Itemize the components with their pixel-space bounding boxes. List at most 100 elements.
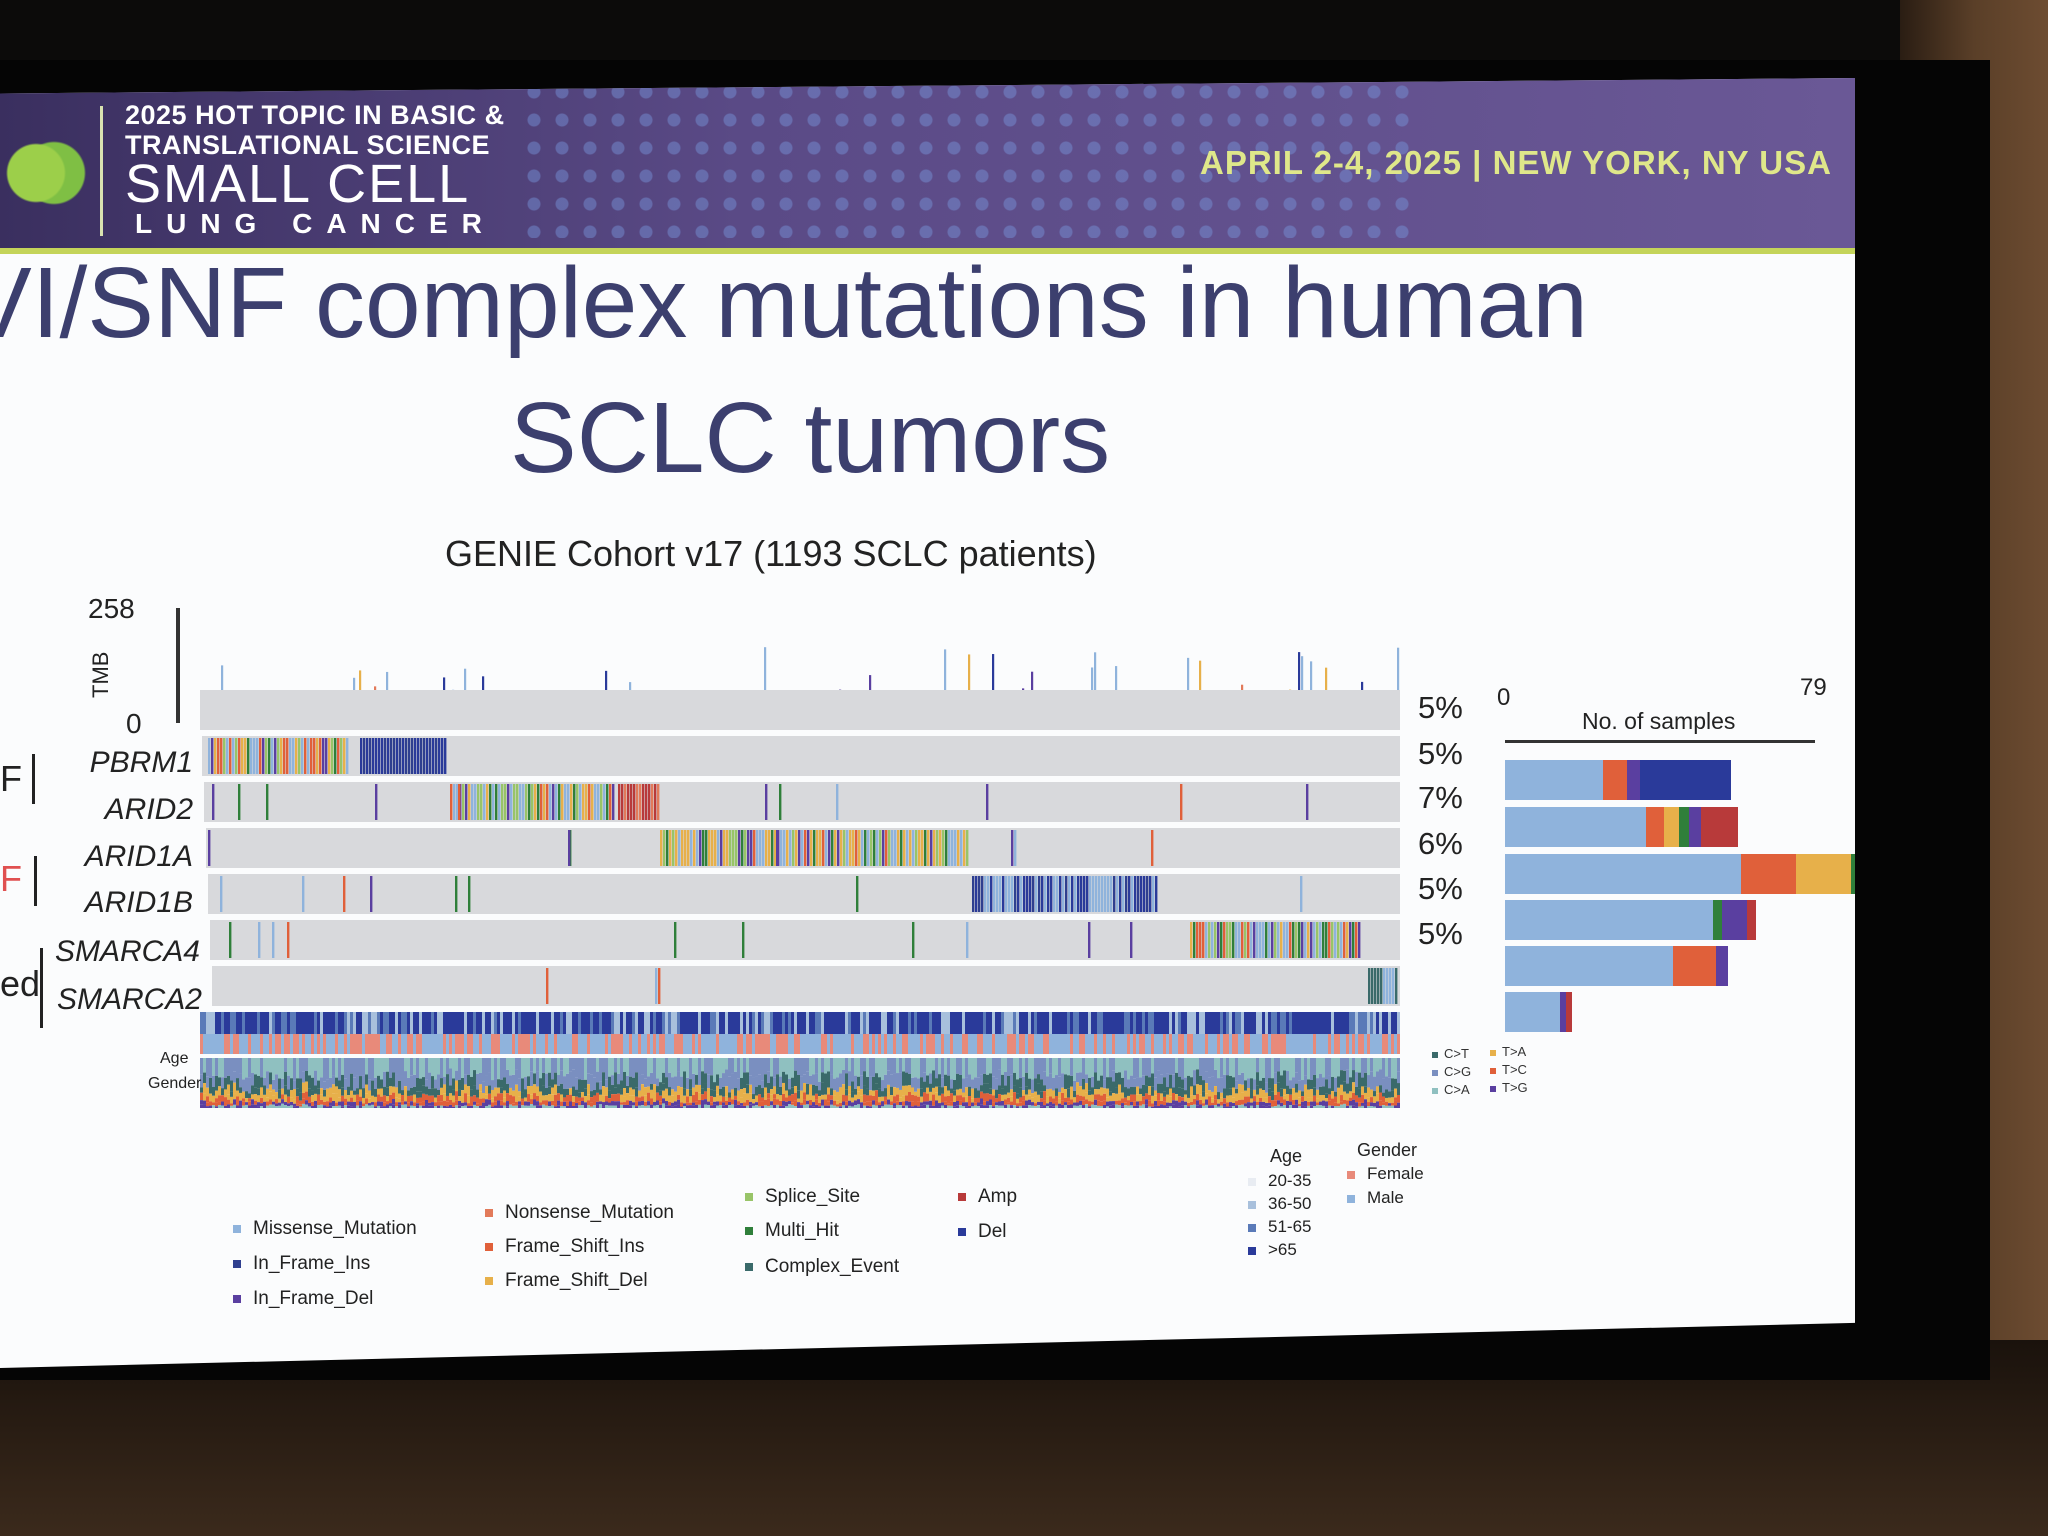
spectrum-cell [272,1079,275,1090]
spectrum-cell [560,1094,563,1102]
spectrum-cell [374,1106,377,1108]
age-cell [1253,1012,1256,1034]
spectrum-cell [1112,1070,1115,1082]
spectrum-cell [374,1088,377,1097]
age-cell [209,1012,212,1034]
mutation-cell [924,830,927,866]
spectrum-cell [566,1105,569,1108]
spectrum-cell [368,1105,371,1108]
spectrum-cell [1265,1097,1268,1103]
spectrum-cell [1058,1103,1061,1107]
gender-cell [320,1034,323,1054]
spectrum-cell [668,1058,671,1073]
age-cell [1172,1012,1175,1034]
spectrum-cell [524,1097,527,1102]
spectrum-cell [548,1094,551,1102]
spectrum-cell [1049,1096,1052,1102]
age-cell [413,1012,416,1034]
spectrum-cell [926,1101,929,1105]
spectrum-cell [809,1075,812,1085]
spectrum-cell [1076,1072,1079,1083]
spectrum-cell [374,1096,377,1103]
gender-cell [1193,1034,1196,1054]
spectrum-cell [1028,1058,1031,1079]
gene-label-pbrm1: PBRM1 [89,746,193,779]
mutation-cell [378,738,381,774]
spectrum-cell [272,1101,275,1105]
mutation-tick [568,830,571,866]
spectrum-cell [542,1058,545,1073]
spectrum-cell [479,1084,482,1092]
spectrum-cell [800,1058,803,1077]
spectrum-cell [1184,1077,1187,1091]
gender-cell [1256,1034,1259,1054]
spectrum-cell [230,1091,233,1097]
spectrum-cell [692,1102,695,1106]
age-cell [572,1012,575,1034]
spectrum-cell [227,1104,230,1108]
age-cell [638,1012,641,1034]
age-cell [1160,1012,1163,1034]
spectrum-cell [1352,1058,1355,1071]
mutation-cell [1149,876,1152,912]
spectrum-cell [1004,1058,1007,1072]
spectrum-cell [959,1058,962,1075]
mutation-tick [1300,876,1303,912]
age-cell [548,1012,551,1034]
age-cell [842,1012,845,1034]
gender-cell [623,1034,626,1054]
spectrum-cell [509,1095,512,1100]
mutation-cell [984,876,987,912]
spectrum-cell [347,1073,350,1087]
spectrum-cell [1028,1078,1031,1090]
spectrum-cell [722,1086,725,1097]
gender-cell [1061,1034,1064,1054]
spectrum-cell [203,1058,206,1073]
spectrum-cell [434,1102,437,1107]
spectrum-cell [257,1058,260,1076]
spectrum-cell [974,1105,977,1108]
age-cell [1301,1012,1304,1034]
spectrum-cell [551,1079,554,1088]
mutation-cell [927,830,930,866]
gender-cell [767,1034,770,1054]
spectrum-cell [1037,1058,1040,1075]
spectrum-cell [1247,1058,1250,1079]
age-cell [1118,1012,1121,1034]
spectrum-cell [359,1089,362,1097]
mutation-cell [534,784,537,820]
spectrum-cell [656,1058,659,1079]
spectrum-cell [1133,1058,1136,1079]
spectrum-cell [1127,1079,1130,1089]
spectrum-cell [494,1101,497,1106]
spectrum-cell [1226,1102,1229,1107]
spectrum-cell [1130,1094,1133,1103]
spectrum-cell [566,1058,569,1074]
spectrum-cell [365,1074,368,1085]
age-cell [524,1012,527,1034]
spectrum-cell [665,1105,668,1108]
spectrum-cell [395,1087,398,1098]
spectrum-cell [656,1100,659,1106]
spectrum-cell [815,1104,818,1108]
gender-cell [1151,1034,1154,1054]
spectrum-cell [293,1080,296,1090]
spectrum-cell [1166,1087,1169,1095]
spectrum-cell [731,1104,734,1108]
spectrum-cell [740,1097,743,1104]
mutation-cell [726,830,729,866]
spectrum-cell [944,1101,947,1105]
spectrum-cell [602,1058,605,1073]
spectrum-cell [779,1095,782,1101]
spectrum-cell [860,1058,863,1076]
mutation-cell [1380,968,1383,1004]
spectrum-cell [464,1093,467,1103]
spectrum-cell [428,1105,431,1108]
sbs-ta: T>A [1490,1044,1526,1059]
spectrum-cell [1304,1093,1307,1102]
spectrum-cell [1316,1105,1319,1108]
spectrum-cell [752,1077,755,1095]
spectrum-cell [566,1094,569,1102]
gender-cell [1004,1034,1007,1054]
spectrum-cell [863,1094,866,1103]
